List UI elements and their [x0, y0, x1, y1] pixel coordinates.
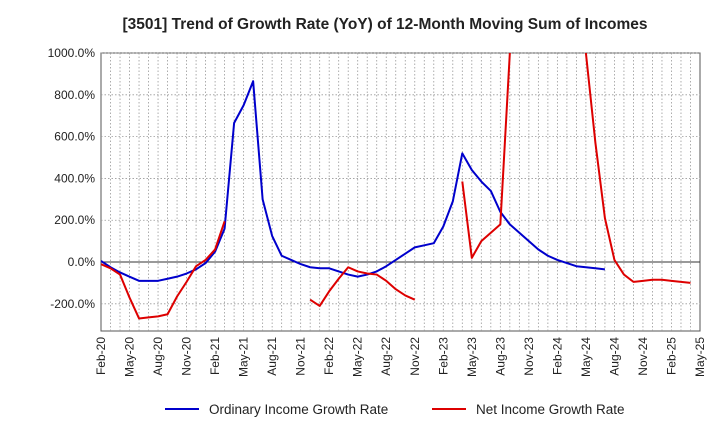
x-tick-label: Feb-23	[436, 337, 450, 375]
y-tick-label: 0.0%	[68, 255, 96, 269]
y-tick-label: 800.0%	[54, 88, 95, 102]
x-tick-label: Feb-24	[550, 337, 564, 375]
x-tick-label: Feb-21	[208, 337, 222, 375]
legend-label-1: Ordinary Income Growth Rate	[209, 402, 388, 417]
x-tick-label: Nov-24	[636, 337, 650, 376]
x-tick-label: Aug-22	[379, 337, 393, 376]
x-tick-label: Nov-23	[522, 337, 536, 376]
series-2	[101, 53, 691, 320]
x-tick-label: Feb-20	[94, 337, 108, 375]
y-axis: -200.0% 0.0% 200.0% 400.0% 600.0% 800.0% 1000.…	[48, 46, 96, 311]
y-tick-label: -200.0%	[50, 297, 95, 311]
y-tick-label: 1000.0%	[48, 46, 96, 60]
grid	[100, 52, 701, 332]
x-tick-label: May-20	[123, 337, 137, 377]
y-tick-label: 400.0%	[54, 171, 95, 185]
x-tick-label: Aug-24	[607, 337, 621, 376]
y-tick-label: 600.0%	[54, 130, 95, 144]
series-line	[309, 266, 416, 307]
series-line	[584, 53, 691, 284]
y-tick-label: 200.0%	[54, 213, 95, 227]
x-tick-label: May-23	[465, 337, 479, 377]
x-tick-label: Feb-25	[664, 337, 678, 375]
x-tick-label: Aug-23	[493, 337, 507, 376]
series-1	[101, 80, 606, 282]
series-line	[461, 53, 511, 259]
chart-title: [3501] Trend of Growth Rate (YoY) of 12-…	[122, 16, 647, 33]
legend: Ordinary Income Growth Rate Net Income Gr…	[165, 402, 625, 417]
x-tick-label: Feb-22	[322, 337, 336, 375]
x-tick-label: May-22	[351, 337, 365, 377]
series-line	[101, 220, 226, 320]
x-tick-label: May-21	[237, 337, 251, 377]
x-tick-label: Aug-21	[265, 337, 279, 376]
x-tick-label: Nov-22	[408, 337, 422, 376]
plot-frame	[100, 52, 701, 332]
x-tick-label: Nov-21	[294, 337, 308, 376]
series-lines	[101, 53, 691, 320]
x-tick-label: Nov-20	[180, 337, 194, 376]
series-line	[101, 80, 606, 282]
x-tick-label: Aug-20	[151, 337, 165, 376]
x-axis: Feb-20 May-20 Aug-20 Nov-20 Feb-21 May-21 Aug-…	[94, 337, 707, 377]
x-tick-label: May-24	[579, 337, 593, 377]
legend-label-2: Net Income Growth Rate	[476, 402, 625, 417]
x-tick-label: May-25	[693, 337, 707, 377]
